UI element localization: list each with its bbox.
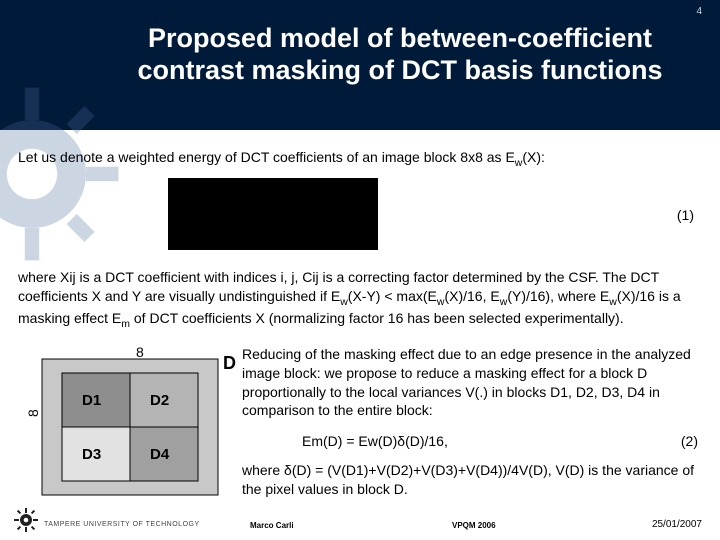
- D-label: D: [223, 351, 236, 375]
- right-text-block: Reducing of the masking effect due to an…: [242, 345, 702, 505]
- svg-text:D4: D4: [150, 446, 170, 463]
- p2m: m: [121, 318, 130, 330]
- axis-8-top: 8: [136, 343, 144, 362]
- p2c: (X)/16, E: [444, 288, 499, 304]
- slide-title: Proposed model of between-coefficient co…: [120, 22, 680, 87]
- paragraph-2: where Xij is a DCT coefficient with indi…: [18, 268, 702, 331]
- equation-placeholder: [168, 178, 378, 250]
- p2b: (X-Y) < max(E: [348, 288, 437, 304]
- formula-2: Em(D) = Ew(D)δ(D)/16,: [302, 433, 448, 449]
- right-p2: where δ(D) = (V(D1)+V(D2)+V(D3)+V(D4))/4…: [242, 461, 702, 499]
- axis-8-left: 8: [24, 409, 43, 417]
- svg-text:D2: D2: [150, 392, 169, 409]
- equation-number-1: (1): [677, 206, 694, 225]
- intro-b: (X):: [522, 149, 545, 165]
- p2d: (Y)/16), where E: [507, 288, 609, 304]
- footer-university: TAMPERE UNIVERSITY OF TECHNOLOGY: [44, 521, 200, 528]
- intro-a: Let us denote a weighted energy of DCT c…: [18, 149, 515, 165]
- p2w4: w: [609, 296, 617, 308]
- equation-number-2: (2): [681, 432, 698, 451]
- block-diagram: 8 8 D D1 D2 D3 D4: [18, 345, 228, 505]
- footer-gear-icon: [14, 508, 38, 532]
- right-p1: Reducing of the masking effect due to an…: [242, 345, 702, 421]
- svg-text:D3: D3: [82, 446, 101, 463]
- p2w1: w: [340, 296, 348, 308]
- p2f: of DCT coefficients X (normalizing facto…: [130, 310, 624, 326]
- equation-row: (1): [18, 178, 702, 258]
- svg-text:D1: D1: [82, 392, 101, 409]
- slide-number: 4: [696, 6, 702, 17]
- footer: TAMPERE UNIVERSITY OF TECHNOLOGY Marco C…: [0, 506, 720, 534]
- footer-date: 25/01/2007: [652, 519, 702, 530]
- intro-text: Let us denote a weighted energy of DCT c…: [18, 148, 702, 170]
- footer-author: Marco Carli: [250, 521, 294, 530]
- footer-event: VPQM 2006: [452, 521, 496, 530]
